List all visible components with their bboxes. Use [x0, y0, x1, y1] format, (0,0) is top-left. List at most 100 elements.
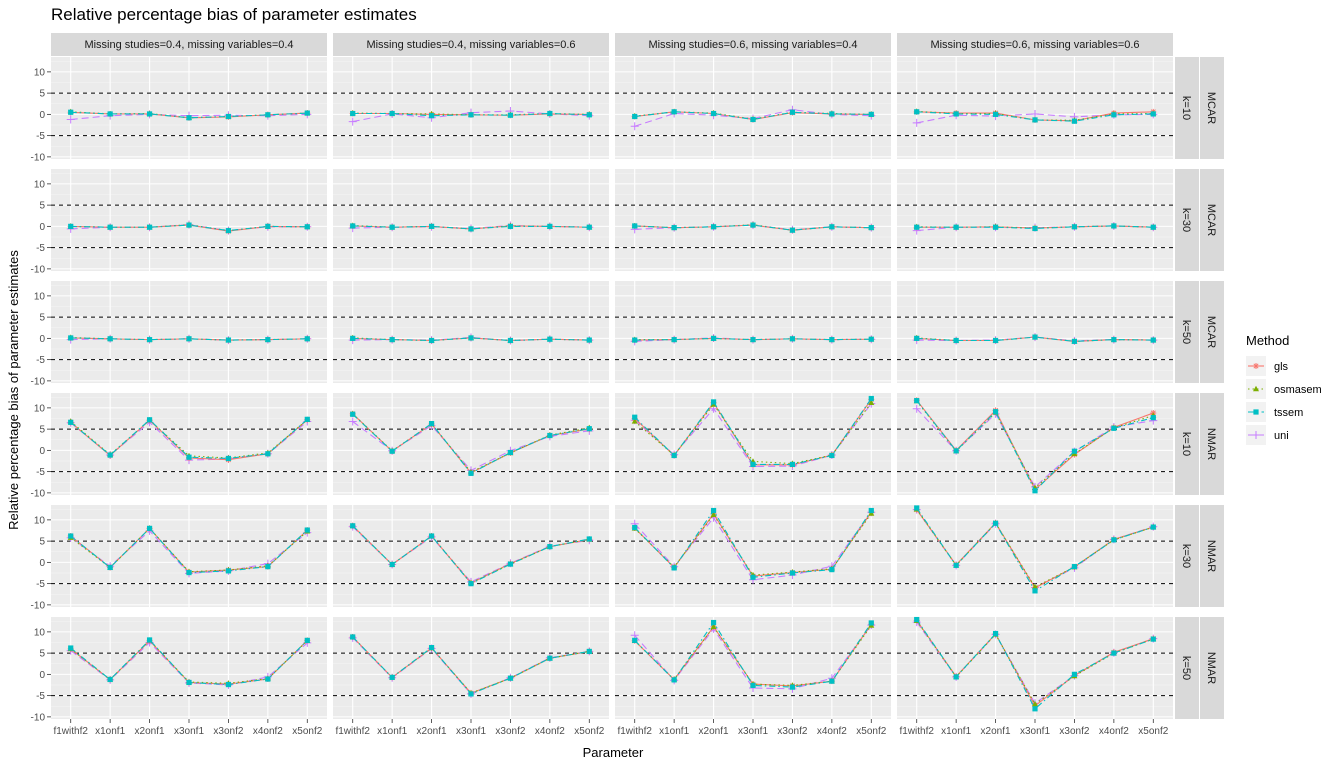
- panel: [615, 393, 891, 495]
- point-tssem: [186, 336, 192, 342]
- point-tssem: [789, 227, 796, 233]
- y-tick-label: 0: [39, 110, 45, 121]
- point-tssem: [350, 411, 356, 417]
- legend-label-gls: gls: [1274, 361, 1289, 373]
- point-tssem: [1071, 118, 1078, 124]
- point-tssem: [789, 109, 796, 115]
- x-tick-label: x1onf1: [659, 726, 689, 737]
- y-tick-label: -10: [31, 376, 46, 387]
- y-tick-label: 5: [39, 201, 45, 212]
- point-tssem: [507, 337, 514, 344]
- panel: [897, 57, 1173, 159]
- point-tssem: [1111, 223, 1117, 229]
- point-tssem: [507, 561, 514, 567]
- x-tick-label: x3onf2: [777, 726, 807, 737]
- point-tssem: [265, 337, 271, 343]
- row-strip-mechanism: [1200, 505, 1224, 607]
- y-tick-label: 10: [34, 179, 46, 190]
- point-tssem: [914, 109, 920, 115]
- legend-marker-tssem: [1253, 409, 1259, 415]
- y-tick-label: 5: [39, 89, 45, 100]
- point-tssem: [1032, 706, 1038, 712]
- point-tssem: [389, 337, 395, 343]
- point-tssem: [1032, 488, 1038, 494]
- point-uni: [1031, 109, 1039, 118]
- point-tssem: [68, 645, 74, 651]
- point-tssem: [389, 674, 395, 680]
- x-tick-label: x5onf2: [856, 726, 886, 737]
- point-tssem: [304, 336, 310, 342]
- point-tssem: [829, 337, 835, 343]
- point-tssem: [225, 455, 232, 462]
- point-tssem: [428, 421, 435, 427]
- point-tssem: [186, 115, 192, 121]
- y-tick-label: -5: [36, 355, 45, 366]
- point-tssem: [146, 417, 153, 423]
- panel: [615, 281, 891, 383]
- point-tssem: [789, 461, 796, 467]
- point-tssem: [953, 224, 959, 230]
- column-strip-label: Missing studies=0.6, missing variables=0…: [930, 39, 1139, 51]
- point-tssem: [829, 111, 835, 117]
- point-tssem: [428, 645, 435, 651]
- legend-marker-uni: [1252, 431, 1260, 439]
- point-tssem: [107, 564, 113, 571]
- point-tssem: [992, 337, 999, 344]
- point-tssem: [868, 111, 874, 117]
- point-tssem: [350, 110, 356, 117]
- point-tssem: [350, 634, 356, 640]
- panel: [615, 57, 891, 159]
- point-tssem: [1071, 564, 1078, 570]
- x-tick-label: x2onf1: [699, 726, 729, 737]
- column-strip-label: Missing studies=0.4, missing variables=0…: [84, 39, 293, 51]
- panel: [333, 617, 609, 719]
- point-tssem: [428, 223, 435, 229]
- point-tssem: [750, 337, 756, 343]
- y-tick-label: -10: [31, 712, 46, 723]
- point-tssem: [225, 113, 232, 120]
- point-tssem: [632, 223, 638, 229]
- x-tick-label: f1withf2: [899, 726, 934, 737]
- y-tick-label: -10: [31, 152, 46, 163]
- point-tssem: [750, 222, 756, 228]
- legend-marker-osmasem: [1253, 385, 1259, 392]
- point-tssem: [146, 111, 153, 117]
- point-tssem: [953, 448, 959, 454]
- point-tssem: [389, 110, 395, 117]
- panel: [333, 169, 609, 271]
- point-tssem: [225, 337, 232, 343]
- y-tick-label: -10: [31, 488, 46, 499]
- panel-grid: Missing studies=0.4, missing variables=0…: [31, 33, 1224, 737]
- row-strip-k: [1175, 57, 1199, 159]
- y-tick-label: 0: [39, 558, 45, 569]
- row-strip-k: [1175, 169, 1199, 271]
- y-axis-title: Relative percentage bias of parameter es…: [6, 250, 21, 530]
- y-tick-label: 0: [39, 334, 45, 345]
- column-strip-label: Missing studies=0.6, missing variables=0…: [648, 39, 857, 51]
- x-tick-label: f1withf2: [617, 726, 652, 737]
- y-tick-label: 10: [34, 627, 46, 638]
- point-tssem: [350, 223, 356, 229]
- panel: [897, 616, 1173, 719]
- point-tssem: [547, 336, 553, 342]
- point-tssem: [671, 565, 677, 571]
- point-tssem: [468, 226, 474, 232]
- y-tick-label: -5: [36, 691, 45, 702]
- point-tssem: [1150, 224, 1156, 230]
- y-tick-label: 0: [39, 670, 45, 681]
- point-tssem: [710, 335, 717, 341]
- column-strip: [51, 33, 327, 56]
- point-tssem: [1071, 224, 1078, 230]
- point-tssem: [992, 409, 999, 415]
- point-tssem: [671, 109, 677, 115]
- x-tick-label: x3onf1: [1020, 726, 1050, 737]
- point-tssem: [68, 419, 74, 425]
- point-tssem: [304, 637, 310, 643]
- point-tssem: [428, 337, 435, 344]
- point-uni: [912, 118, 921, 127]
- point-tssem: [868, 395, 874, 402]
- y-tick-label: -10: [31, 264, 46, 275]
- row-strip-k: [1175, 617, 1199, 719]
- row-strip-mechanism: [1200, 617, 1224, 719]
